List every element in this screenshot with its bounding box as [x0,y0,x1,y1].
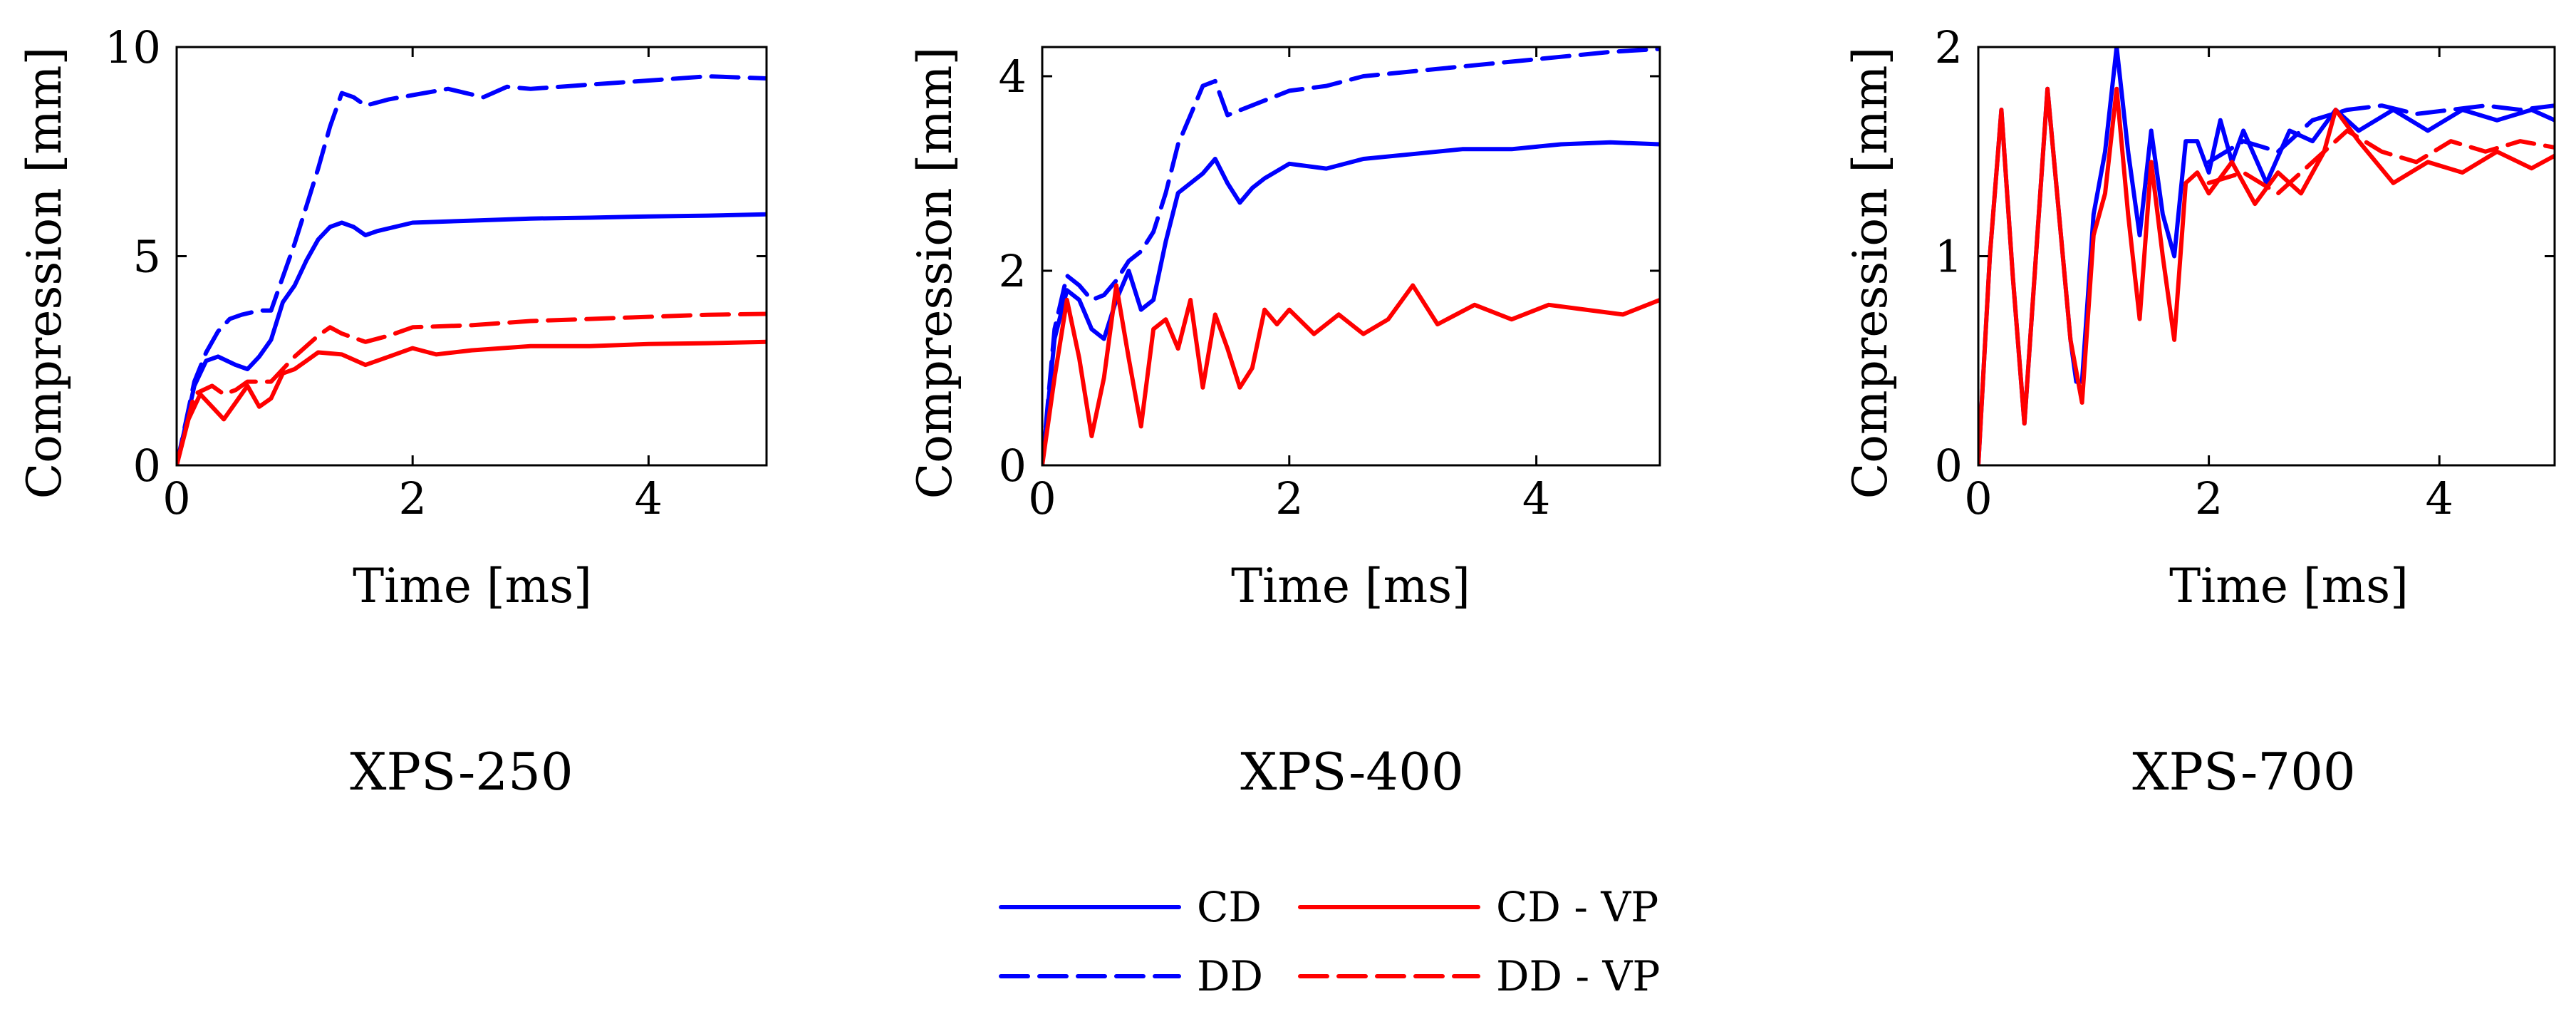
y-axis-label: Compression [mm] [17,47,72,499]
x-tick-label: 2 [2195,472,2223,524]
series-line-dd [177,74,767,465]
y-tick-label: 10 [105,21,161,73]
series-line-cd [177,212,767,465]
x-tick-label: 0 [162,472,190,524]
panel-title: XPS-400 [1240,742,1463,802]
series-line-cd-vp [177,339,767,465]
legend-label-cd: CD [1197,883,1262,931]
y-tick-label: 2 [999,245,1027,297]
y-tick-label: 0 [1935,440,1963,492]
x-tick-label: 0 [1028,472,1056,524]
panel-title: XPS-700 [2132,742,2355,802]
series-line-cd [1042,140,1660,465]
x-tick-label: 4 [2425,472,2453,524]
panel-title: XPS-250 [350,742,573,802]
x-tick-label: 2 [1275,472,1303,524]
chart-panel-xps-250: XPS-250 Time [ms] Compression [mm] 0 2 4 0 5… [17,21,768,802]
y-tick-label: 1 [1935,231,1963,283]
legend: CD CD - VP DD DD - VP [999,883,1660,1000]
y-tick-label: 5 [133,231,161,283]
y-axis-label: Compression [mm] [1843,47,1898,499]
legend-label-dd-vp: DD - VP [1496,952,1660,1000]
chart-panel-xps-400: XPS-400 Time [ms] Compression [mm] 0 2 4 0 2… [908,46,1661,802]
y-tick-label: 4 [999,51,1027,103]
x-axis-label: Time [ms] [353,559,592,614]
series-line-cd-vp [1978,86,2555,465]
x-tick-label: 4 [1522,472,1550,524]
legend-label-cd-vp: CD - VP [1496,883,1658,931]
y-tick-label: 2 [1935,21,1963,73]
chart-panel-xps-700: XPS-700 Time [ms] Compression [mm] 0 2 4 0 1… [1843,21,2556,802]
series-line-dd [1042,47,1660,465]
y-tick-label: 0 [133,440,161,492]
x-axis-label: Time [ms] [1231,559,1470,614]
y-tick-label: 0 [999,440,1027,492]
x-tick-label: 4 [635,472,663,524]
plot-frame [1041,46,1661,467]
series-line-dd-vp [177,311,767,465]
y-axis-label: Compression [mm] [908,47,962,499]
series-line-cd-vp [1042,283,1660,465]
x-tick-label: 2 [398,472,426,524]
legend-label-dd: DD [1197,952,1263,1000]
series-line-dd-vp [2206,128,2555,196]
series-line-dd [2206,103,2555,165]
x-tick-label: 0 [1964,472,1992,524]
x-axis-label: Time [ms] [2169,559,2409,614]
